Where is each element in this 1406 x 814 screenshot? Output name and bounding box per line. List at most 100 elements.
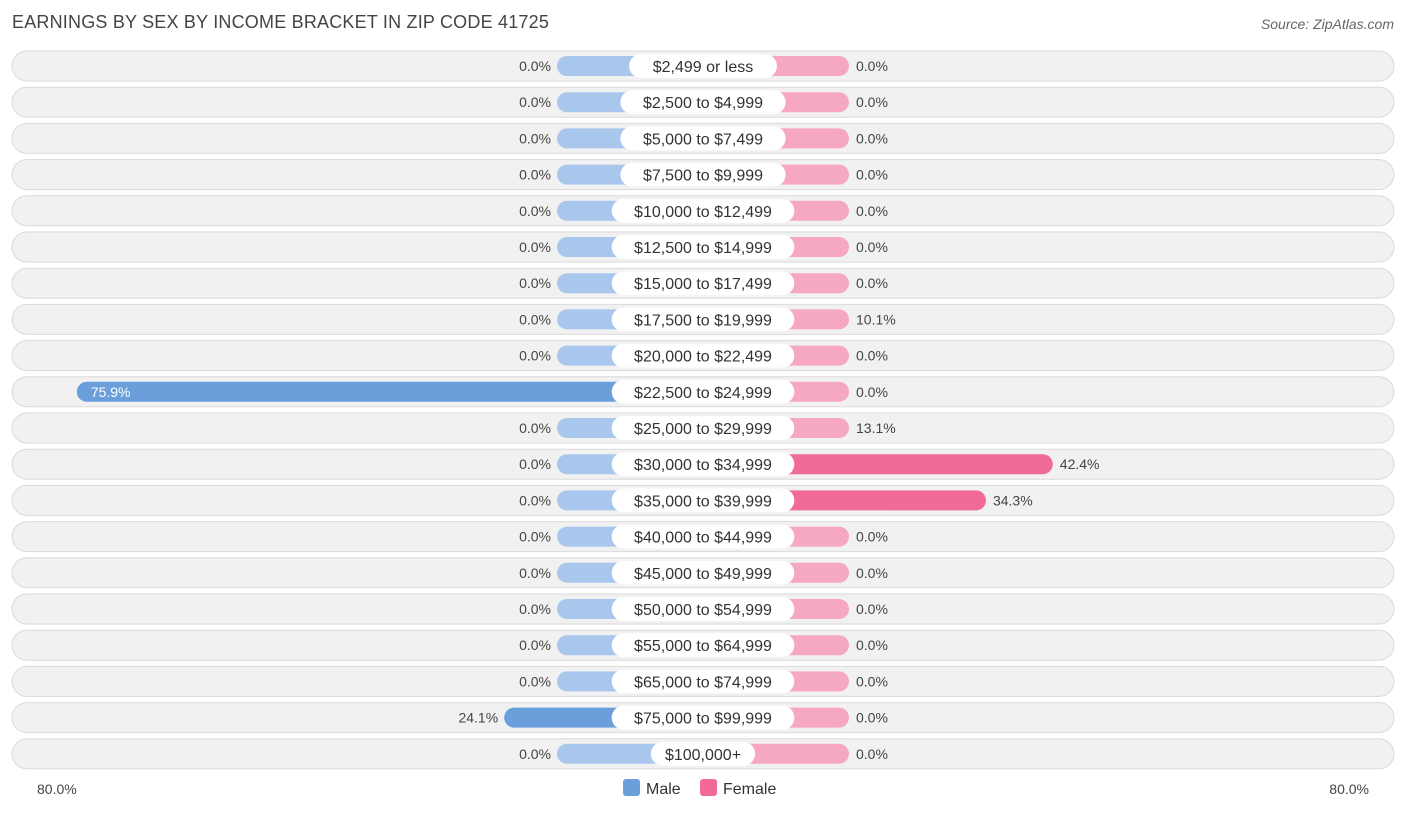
- male-value-label: 0.0%: [519, 203, 551, 219]
- female-value-label: 0.0%: [856, 565, 888, 581]
- chart-row: 0.0% 0.0% $100,000+: [11, 738, 1395, 770]
- category-label: $35,000 to $39,999: [634, 493, 772, 510]
- female-value-label: 0.0%: [856, 130, 888, 146]
- female-value-label: 0.0%: [856, 58, 888, 74]
- category-label: $75,000 to $99,999: [634, 711, 772, 728]
- category-pill: [620, 126, 786, 151]
- chart-row: 0.0% 0.0% $55,000 to $64,999: [11, 629, 1395, 661]
- chart-row: 0.0% 0.0% $12,500 to $14,999: [11, 231, 1395, 263]
- category-pill: [611, 452, 795, 477]
- female-value-label: 13.1%: [856, 420, 896, 436]
- male-value-label: 0.0%: [519, 311, 551, 327]
- category-label: $17,500 to $19,999: [634, 312, 772, 329]
- chart-row: 0.0% 0.0% $2,499 or less: [11, 50, 1395, 82]
- chart-row: 0.0% 0.0% $20,000 to $22,499: [11, 340, 1395, 372]
- chart-row: 0.0% 0.0% $5,000 to $7,499: [11, 122, 1395, 154]
- category-pill: [611, 705, 795, 730]
- male-value-label: 0.0%: [519, 529, 551, 545]
- chart-row: 0.0% 0.0% $2,500 to $4,999: [11, 86, 1395, 118]
- male-value-label: 0.0%: [519, 492, 551, 508]
- category-label: $2,500 to $4,999: [643, 95, 763, 112]
- female-value-label: 0.0%: [856, 529, 888, 545]
- female-value-label: 0.0%: [856, 384, 888, 400]
- category-pill: [611, 307, 795, 332]
- category-pill: [611, 524, 795, 549]
- chart-row: 0.0% 0.0% $50,000 to $54,999: [11, 593, 1395, 625]
- female-value-label: 0.0%: [856, 637, 888, 653]
- category-pill: [611, 416, 795, 440]
- chart-row: 0.0% 0.0% $40,000 to $44,999: [11, 521, 1395, 553]
- male-value-label: 0.0%: [519, 239, 551, 255]
- female-value-label: 0.0%: [856, 167, 888, 183]
- male-bar: [76, 381, 703, 402]
- category-label: $55,000 to $64,999: [634, 638, 772, 655]
- legend-swatch-male: [623, 779, 640, 796]
- chart-row: 0.0% 0.0% $7,500 to $9,999: [11, 159, 1395, 191]
- legend: Male Female: [623, 779, 776, 798]
- female-value-label: 34.3%: [993, 492, 1033, 508]
- female-value-label: 0.0%: [856, 746, 888, 762]
- chart-row: 0.0% 42.4% $30,000 to $34,999: [11, 448, 1395, 480]
- category-pill: [611, 379, 795, 404]
- category-label: $15,000 to $17,499: [634, 276, 772, 293]
- male-value-label: 0.0%: [519, 673, 551, 689]
- category-label: $22,500 to $24,999: [634, 385, 772, 402]
- category-label: $12,500 to $14,999: [634, 240, 772, 257]
- category-pill: [611, 488, 795, 513]
- legend-swatch-female: [700, 779, 717, 796]
- male-value-label: 0.0%: [519, 348, 551, 364]
- category-label: $30,000 to $34,999: [634, 457, 772, 474]
- axis-label-left: 80.0%: [37, 781, 77, 797]
- female-value-label: 0.0%: [856, 710, 888, 726]
- female-value-label: 42.4%: [1060, 456, 1100, 472]
- category-label: $20,000 to $22,499: [634, 349, 772, 366]
- chart-title: EARNINGS BY SEX BY INCOME BRACKET IN ZIP…: [12, 12, 550, 32]
- male-value-label: 0.0%: [519, 275, 551, 291]
- male-value-label: 0.0%: [519, 420, 551, 436]
- category-pill: [611, 271, 795, 296]
- female-value-label: 0.0%: [856, 275, 888, 291]
- male-value-label: 0.0%: [519, 130, 551, 146]
- category-label: $100,000+: [665, 747, 741, 764]
- chart-row: 0.0% 10.1% $17,500 to $19,999: [11, 303, 1395, 335]
- axis-label-right: 80.0%: [1329, 781, 1369, 797]
- female-value-label: 0.0%: [856, 239, 888, 255]
- chart-row: 0.0% 0.0% $15,000 to $17,499: [11, 267, 1395, 299]
- category-label: $40,000 to $44,999: [634, 530, 772, 547]
- female-value-label: 0.0%: [856, 601, 888, 617]
- category-label: $5,000 to $7,499: [643, 131, 763, 148]
- male-value-label: 0.0%: [519, 167, 551, 183]
- category-label: $2,499 or less: [653, 59, 754, 76]
- male-value-label: 0.0%: [519, 565, 551, 581]
- chart-row: 0.0% 0.0% $45,000 to $49,999: [11, 557, 1395, 589]
- category-label: $25,000 to $29,999: [634, 421, 772, 438]
- category-pill: [611, 597, 795, 621]
- legend-label-female: Female: [723, 781, 776, 798]
- category-label: $50,000 to $54,999: [634, 602, 772, 619]
- source-credit: Source: ZipAtlas.com: [1260, 16, 1394, 32]
- chart-row: 75.9% 0.0% $22,500 to $24,999: [11, 376, 1395, 408]
- female-value-label: 10.1%: [856, 311, 896, 327]
- category-label: $65,000 to $74,999: [634, 674, 772, 691]
- category-pill: [650, 741, 756, 766]
- category-pill: [611, 198, 795, 223]
- female-value-label: 0.0%: [856, 94, 888, 110]
- male-value-label: 0.0%: [519, 601, 551, 617]
- legend-label-male: Male: [646, 781, 681, 798]
- category-pill: [620, 162, 786, 187]
- category-pill: [611, 235, 795, 259]
- category-label: $10,000 to $12,499: [634, 204, 772, 221]
- male-value-label: 0.0%: [519, 94, 551, 110]
- category-pill: [611, 633, 795, 658]
- female-value-label: 0.0%: [856, 203, 888, 219]
- male-value-label: 0.0%: [519, 58, 551, 74]
- category-pill: [629, 54, 777, 78]
- female-value-label: 0.0%: [856, 348, 888, 364]
- category-label: $45,000 to $49,999: [634, 566, 772, 583]
- category-label: $7,500 to $9,999: [643, 168, 763, 185]
- male-value-label: 24.1%: [458, 710, 498, 726]
- male-value-label: 75.9%: [91, 384, 131, 400]
- category-pill: [611, 343, 795, 368]
- chart-row: 0.0% 0.0% $65,000 to $74,999: [11, 665, 1395, 697]
